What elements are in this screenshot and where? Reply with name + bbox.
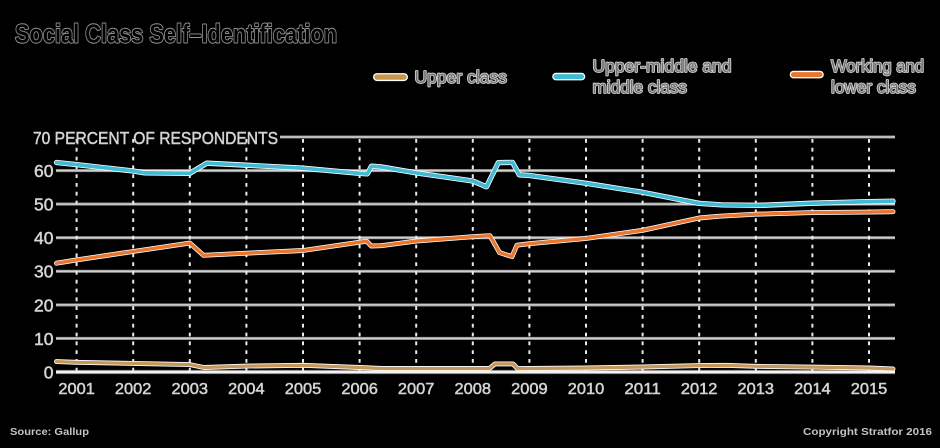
svg-text:2014: 2014 [794,381,831,398]
svg-text:20: 20 [34,295,54,315]
svg-text:2005: 2005 [285,381,322,398]
svg-text:2004: 2004 [228,381,265,398]
svg-text:Source: Gallup: Source: Gallup [10,426,89,438]
svg-text:Upper-middle and: Upper-middle and [593,56,732,76]
svg-text:2011: 2011 [624,381,661,398]
svg-text:middle class: middle class [593,77,688,97]
svg-text:2010: 2010 [568,381,605,398]
svg-text:70 PERCENT OF RESPONDENTS: 70 PERCENT OF RESPONDENTS [33,128,278,148]
svg-text:lower class: lower class [831,77,916,97]
svg-text:30: 30 [34,262,54,282]
svg-text:2002: 2002 [115,381,152,398]
svg-text:2003: 2003 [172,381,209,398]
svg-text:Working and: Working and [831,56,924,76]
svg-text:60: 60 [34,161,54,181]
svg-text:40: 40 [34,228,54,248]
svg-text:2012: 2012 [681,381,718,398]
svg-text:2008: 2008 [455,381,492,398]
svg-text:50: 50 [34,195,54,215]
svg-text:2009: 2009 [511,381,548,398]
svg-text:Social Class Self–Identificati: Social Class Self–Identification [15,19,337,49]
svg-text:2015: 2015 [851,381,888,398]
svg-text:2007: 2007 [398,381,435,398]
svg-text:2001: 2001 [58,381,95,398]
svg-text:2006: 2006 [341,381,378,398]
svg-text:0: 0 [44,362,54,382]
svg-text:10: 10 [34,329,54,349]
svg-text:2013: 2013 [738,381,775,398]
svg-text:Upper class: Upper class [415,67,508,87]
svg-text:Copyright Stratfor 2016: Copyright Stratfor 2016 [803,426,932,438]
